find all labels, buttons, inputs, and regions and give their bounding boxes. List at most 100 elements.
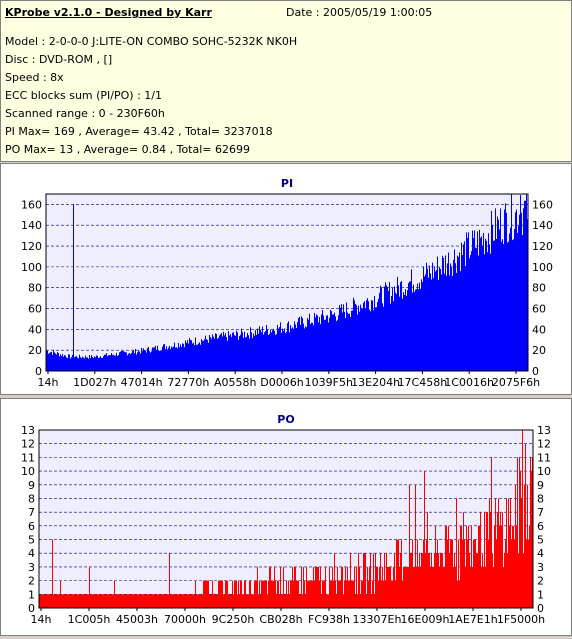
pi-bar bbox=[333, 314, 334, 371]
pi-bar bbox=[145, 350, 146, 371]
pi-bar bbox=[513, 239, 514, 371]
pi-bar bbox=[143, 348, 144, 371]
pi-bar bbox=[432, 262, 433, 371]
po-bar bbox=[268, 580, 269, 608]
pi-bar bbox=[148, 347, 149, 371]
pi-bar bbox=[416, 289, 417, 371]
pi-bar bbox=[319, 316, 320, 371]
pi-bar bbox=[172, 347, 173, 371]
po-bar bbox=[294, 566, 295, 608]
po-bar bbox=[490, 512, 491, 608]
pi-bar bbox=[495, 208, 496, 371]
po-bar bbox=[132, 594, 133, 608]
po-bar bbox=[494, 525, 495, 608]
po-bar bbox=[145, 594, 146, 608]
po-bar bbox=[117, 594, 118, 608]
pi-bar bbox=[215, 333, 216, 371]
pi-bar bbox=[234, 335, 235, 371]
pi-bar bbox=[276, 334, 277, 371]
pi-bar bbox=[445, 255, 446, 371]
po-bar bbox=[67, 594, 68, 608]
po-bar bbox=[458, 539, 459, 608]
po-bar bbox=[233, 594, 234, 608]
po-bar bbox=[361, 580, 362, 608]
pi-xtick-label: A0558h bbox=[214, 376, 257, 389]
pi-xtick-label: D0006h bbox=[260, 376, 303, 389]
ecc-info: ECC blocks sum (PI/PO) : 1/1 bbox=[5, 89, 162, 102]
pi-bar bbox=[193, 342, 194, 371]
pi-bar bbox=[84, 358, 85, 371]
po-bar bbox=[77, 594, 78, 608]
pi-bar bbox=[497, 216, 498, 371]
pi-bar bbox=[119, 352, 120, 371]
po-bar bbox=[142, 594, 143, 608]
po-bar bbox=[194, 594, 195, 608]
pi-bar bbox=[100, 356, 101, 371]
pi-bar bbox=[220, 334, 221, 371]
po-bar bbox=[384, 553, 385, 608]
pi-bar bbox=[331, 311, 332, 371]
pi-ytick-left: 140 bbox=[21, 219, 42, 232]
pi-bar bbox=[88, 358, 89, 371]
po-bar bbox=[431, 553, 432, 608]
po-bar bbox=[160, 594, 161, 608]
po-bar bbox=[119, 594, 120, 608]
po-ytick-left: 11 bbox=[21, 451, 35, 464]
pi-bar bbox=[249, 338, 250, 371]
po-bar bbox=[257, 566, 258, 608]
pi-bar bbox=[268, 334, 269, 371]
pi-ytick-right: 40 bbox=[532, 323, 546, 336]
pi-bar bbox=[311, 322, 312, 371]
po-bar bbox=[320, 566, 321, 608]
po-bar bbox=[93, 594, 94, 608]
po-bar bbox=[178, 594, 179, 608]
po-bar bbox=[101, 594, 102, 608]
po-bar bbox=[247, 594, 248, 608]
po-bar bbox=[408, 566, 409, 608]
po-bar bbox=[213, 594, 214, 608]
pi-bar bbox=[481, 236, 482, 371]
po-bar bbox=[279, 594, 280, 608]
pi-bar bbox=[411, 269, 412, 371]
po-bar bbox=[424, 471, 425, 608]
po-bar bbox=[164, 594, 165, 608]
pi-bar bbox=[460, 271, 461, 371]
po-bar bbox=[238, 580, 239, 608]
pi-bar bbox=[438, 280, 439, 371]
pi-bar bbox=[265, 331, 266, 371]
po-bar bbox=[123, 594, 124, 608]
pi-bar bbox=[159, 350, 160, 371]
po-bar bbox=[510, 498, 511, 608]
pi-bar bbox=[167, 349, 168, 371]
pi-bar bbox=[295, 324, 296, 371]
pi-bar bbox=[113, 354, 114, 371]
pi-bar bbox=[422, 281, 423, 371]
pi-bar bbox=[477, 231, 478, 371]
po-bar bbox=[529, 525, 530, 608]
pi-ytick-right: 120 bbox=[532, 240, 553, 253]
po-bar bbox=[479, 525, 480, 608]
pi-bar bbox=[288, 321, 289, 371]
po-bar bbox=[348, 580, 349, 608]
pi-bar bbox=[161, 350, 162, 371]
po-bar bbox=[460, 525, 461, 608]
pi-bar bbox=[245, 337, 246, 371]
pi-bar bbox=[93, 358, 94, 371]
pi-bar bbox=[322, 309, 323, 371]
pi-bar bbox=[233, 332, 234, 371]
po-bar bbox=[82, 594, 83, 608]
po-xtick-label: 16E009h bbox=[401, 613, 450, 626]
po-bar bbox=[154, 594, 155, 608]
pi-bar bbox=[142, 351, 143, 371]
po-bar bbox=[499, 525, 500, 608]
pi-bar bbox=[141, 347, 142, 371]
po-ytick-left: 6 bbox=[28, 520, 35, 533]
po-bar bbox=[190, 594, 191, 608]
po-bar bbox=[526, 539, 527, 608]
pi-bar bbox=[198, 343, 199, 371]
po-bar bbox=[316, 566, 317, 608]
pi-bar bbox=[285, 333, 286, 371]
po-bar bbox=[86, 594, 87, 608]
pi-bar bbox=[351, 310, 352, 371]
po-bar bbox=[354, 566, 355, 608]
